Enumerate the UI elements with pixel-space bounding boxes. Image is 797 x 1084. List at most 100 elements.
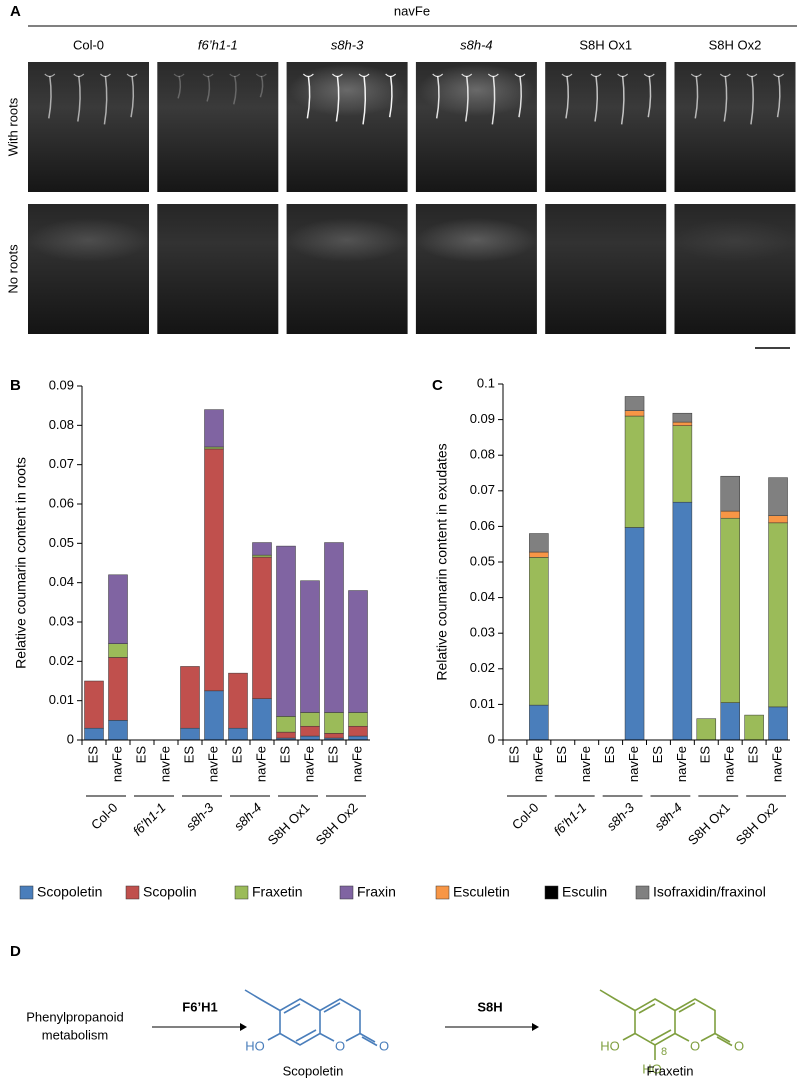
x-tick-label: navFe [109, 746, 124, 782]
atom-label: HO [600, 1038, 620, 1053]
x-tick-label: navFe [769, 746, 784, 782]
group-label: s8h-3 [183, 799, 217, 833]
bar-segment [204, 446, 224, 450]
bar-segment [672, 412, 693, 423]
legend-swatch [234, 885, 249, 900]
group-label: S8H Ox2 [313, 800, 361, 848]
legend-label: Esculin [562, 884, 607, 900]
seedling [206, 75, 211, 102]
column-label: f6’h1-1 [198, 37, 238, 52]
y-tick-label: 0.03 [49, 613, 74, 628]
bar-segment [768, 477, 788, 516]
bar-segment [252, 554, 272, 558]
seedling [177, 75, 182, 99]
y-tick-label: 0.04 [49, 574, 74, 589]
y-tick-label: 0.05 [49, 535, 74, 550]
bar-segment [84, 680, 104, 729]
fraxetin-structure [599, 989, 733, 1060]
seedling-leaf [432, 73, 444, 78]
enzyme-label: S8H [477, 999, 502, 1014]
x-tick-label: ES [602, 746, 617, 764]
x-tick-label: ES [506, 746, 521, 764]
bar-segment [204, 409, 224, 448]
x-tick-label: navFe [626, 746, 641, 782]
x-tick-label: ES [133, 746, 148, 764]
x-tick-label: navFe [674, 746, 689, 782]
seedling [435, 75, 440, 119]
bar-segment [672, 425, 693, 503]
x-tick-label: ES [650, 746, 665, 764]
enzyme-label: F6’H1 [182, 999, 217, 1014]
y-tick-label: 0.06 [470, 518, 495, 533]
seedling [565, 75, 569, 119]
seedling-leaf [719, 73, 731, 78]
bar-segment [720, 702, 740, 741]
bar-segment [180, 666, 200, 729]
legend-swatch [544, 885, 559, 900]
bar-segment [624, 415, 645, 528]
bar-segment [84, 727, 104, 741]
panel-letter: A [10, 3, 21, 20]
group-label: s8h-4 [231, 800, 265, 834]
plate-image [545, 62, 667, 192]
column-label: s8h-3 [331, 37, 364, 52]
y-tick-label: 0.07 [470, 482, 495, 497]
bar-segment [180, 727, 200, 741]
y-tick-label: 0.06 [49, 495, 74, 510]
source-label: metabolism [42, 1027, 108, 1042]
x-tick-label: navFe [157, 746, 172, 782]
seedling [491, 75, 496, 125]
bar-segment [624, 410, 645, 417]
bar-segment [672, 501, 693, 741]
bar-segment [252, 542, 272, 556]
seedling-leaf [385, 73, 397, 78]
bar-segment [624, 396, 645, 411]
x-tick-label: ES [325, 746, 340, 764]
y-tick-label: 0.04 [470, 589, 495, 604]
seedling-leaf [302, 73, 314, 78]
bar-segment [720, 475, 740, 512]
group-label: Col-0 [509, 800, 542, 833]
legend-swatch [339, 885, 354, 900]
plate-image [674, 62, 796, 192]
seedling-leaf [255, 73, 267, 78]
column-label: S8H Ox2 [709, 37, 762, 52]
seedling-leaf [73, 73, 85, 78]
bar-segment [348, 725, 368, 737]
legend-swatch [19, 885, 34, 900]
atom-label: O [335, 1038, 345, 1053]
y-tick-label: 0.05 [470, 553, 495, 568]
column-label: S8H Ox1 [579, 37, 632, 52]
panel-letter: B [10, 377, 21, 394]
legend-label: Fraxetin [252, 884, 303, 900]
seedling [362, 75, 367, 125]
group-label: Col-0 [88, 800, 121, 833]
seedling-leaf [773, 73, 784, 78]
seedling [723, 75, 728, 122]
bar-segment [529, 533, 549, 553]
glow [28, 218, 149, 262]
seedling [464, 75, 469, 122]
bar-segment [529, 557, 549, 706]
seedling-leaf [331, 73, 343, 78]
group-label: s8h-3 [604, 799, 638, 833]
y-tick-label: 0 [67, 731, 74, 746]
atom-label: HO [642, 1061, 662, 1076]
y-tick-label: 0 [488, 731, 495, 746]
bar-segment [276, 716, 296, 733]
group-label: S8H Ox2 [733, 800, 781, 848]
seedling [518, 75, 522, 118]
seedling [776, 75, 781, 118]
seedling-leaf [44, 73, 56, 78]
bar-segment [720, 510, 740, 519]
y-tick-label: 0.02 [470, 660, 495, 675]
legend-swatch [125, 885, 140, 900]
x-tick-label: navFe [349, 746, 364, 782]
x-tick-label: ES [229, 746, 244, 764]
bar-segment [108, 574, 128, 644]
bar-segment [348, 712, 368, 727]
bar-segment [529, 551, 549, 558]
x-tick-label: navFe [530, 746, 545, 782]
bar-segment [228, 672, 248, 729]
